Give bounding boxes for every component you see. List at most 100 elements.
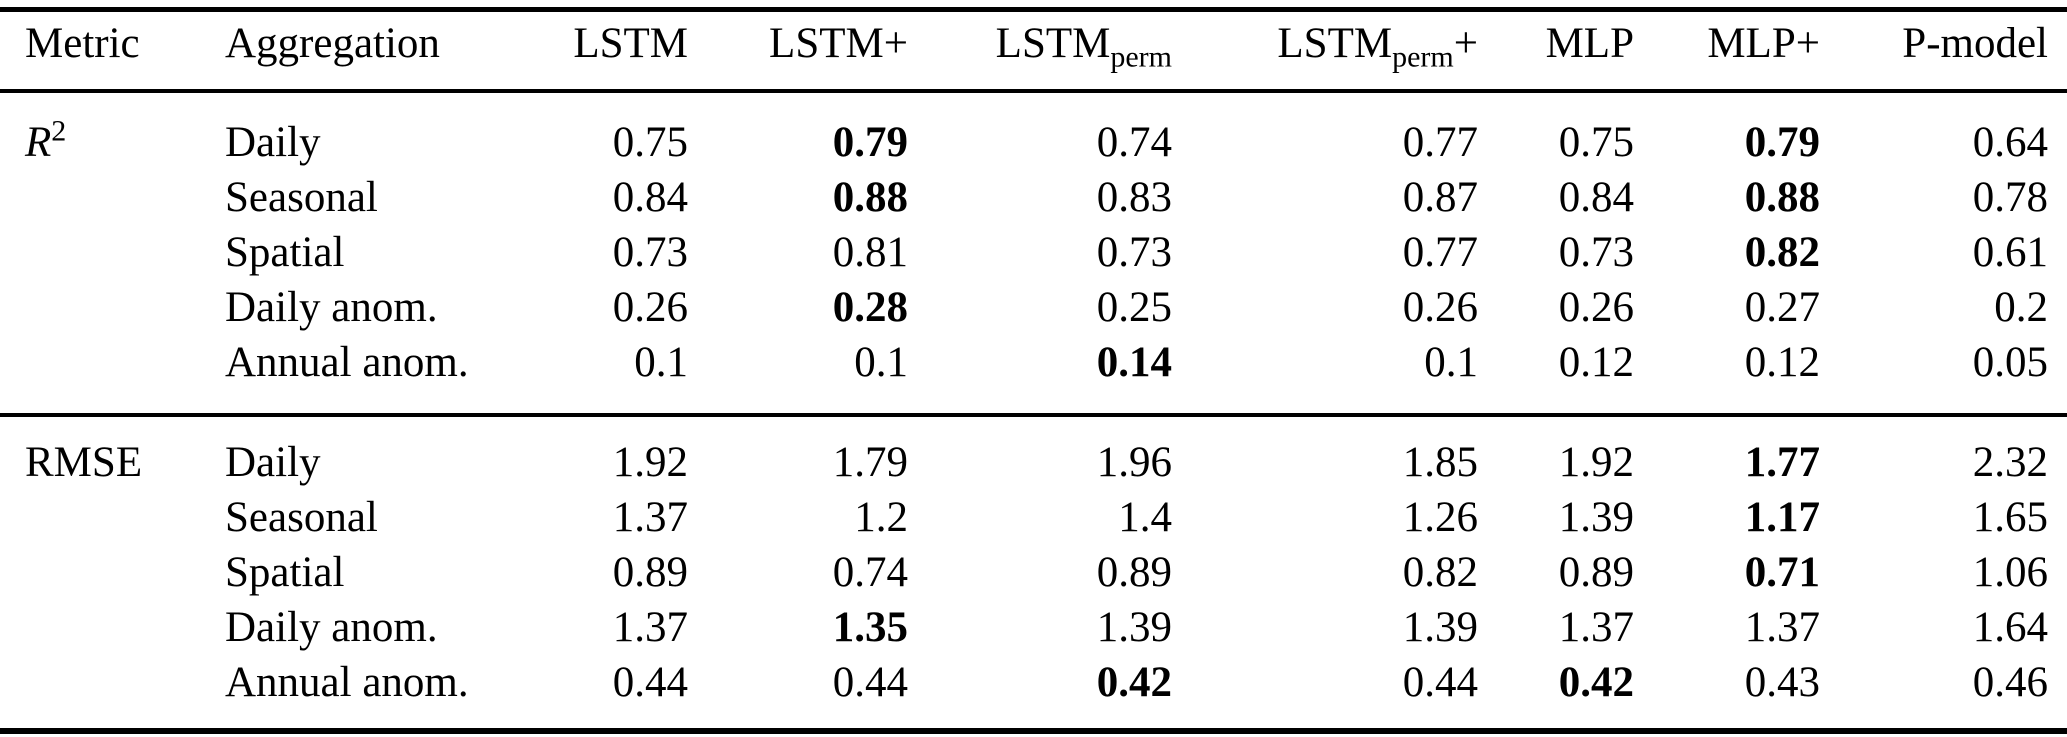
value-cell: 0.73 bbox=[612, 229, 688, 276]
aggregation-cell: Seasonal bbox=[225, 174, 378, 221]
value-cell: 0.44 bbox=[832, 659, 908, 706]
value-cell: 0.77 bbox=[1402, 119, 1478, 166]
aggregation-cell: Daily anom. bbox=[225, 284, 438, 331]
table-row: Seasonal 1.37 1.2 1.4 1.26 1.39 1.17 1.6… bbox=[0, 490, 2067, 545]
table-row: RMSE Daily 1.92 1.79 1.96 1.85 1.92 1.77… bbox=[0, 415, 2067, 490]
metrics-table: Metric Aggregation LSTM LSTM+ LSTMperm L… bbox=[0, 7, 2067, 734]
value-cell: 1.65 bbox=[1972, 494, 2048, 541]
column-header-text: LSTM bbox=[769, 20, 884, 67]
column-header-text: MLP bbox=[1545, 20, 1634, 67]
value-cell: 1.92 bbox=[1558, 439, 1634, 486]
aggregation-cell: Daily anom. bbox=[225, 604, 438, 651]
value-cell: 0.64 bbox=[1972, 119, 2048, 166]
value-cell: 0.88 bbox=[1744, 174, 1820, 221]
value-cell: 0.26 bbox=[1558, 284, 1634, 331]
value-cell: 0.42 bbox=[1096, 659, 1172, 706]
value-cell: 1.96 bbox=[1096, 439, 1172, 486]
column-header-subscript: perm bbox=[1110, 40, 1172, 74]
column-header-suffix: + bbox=[1795, 20, 1820, 67]
table-row: Spatial 0.89 0.74 0.89 0.82 0.89 0.71 1.… bbox=[0, 545, 2067, 600]
column-header-suffix: + bbox=[883, 20, 908, 67]
value-cell: 0.89 bbox=[1558, 549, 1634, 596]
value-cell: 1.39 bbox=[1096, 604, 1172, 651]
value-cell: 0.77 bbox=[1402, 229, 1478, 276]
value-cell: 0.74 bbox=[832, 549, 908, 596]
table-row: Spatial 0.73 0.81 0.73 0.77 0.73 0.82 0.… bbox=[0, 225, 2067, 280]
value-cell: 0.73 bbox=[1096, 229, 1172, 276]
value-cell: 0.05 bbox=[1972, 339, 2048, 386]
column-header-lstm-perm: LSTMperm bbox=[908, 9, 1172, 93]
value-cell: 0.46 bbox=[1972, 659, 2048, 706]
value-cell: 0.2 bbox=[1994, 284, 2048, 331]
column-header-mlp: MLP bbox=[1478, 9, 1634, 93]
value-cell: 0.44 bbox=[612, 659, 688, 706]
column-header-text: P-model bbox=[1902, 20, 2048, 67]
header-row: Metric Aggregation LSTM LSTM+ LSTMperm L… bbox=[0, 9, 2067, 93]
value-cell: 1.37 bbox=[612, 604, 688, 651]
rmse-section: RMSE Daily 1.92 1.79 1.96 1.85 1.92 1.77… bbox=[0, 415, 2067, 731]
aggregation-cell: Spatial bbox=[225, 229, 345, 276]
metric-cell bbox=[0, 490, 225, 545]
aggregation-cell: Spatial bbox=[225, 549, 345, 596]
column-header-text: LSTM bbox=[573, 20, 688, 67]
value-cell: 0.74 bbox=[1096, 119, 1172, 166]
value-cell: 0.42 bbox=[1558, 659, 1634, 706]
metric-cell bbox=[0, 225, 225, 280]
value-cell: 1.37 bbox=[1558, 604, 1634, 651]
aggregation-cell: Daily bbox=[225, 439, 321, 486]
value-cell: 0.25 bbox=[1096, 284, 1172, 331]
column-header-p-model: P-model bbox=[1820, 9, 2067, 93]
value-cell: 0.84 bbox=[612, 174, 688, 221]
value-cell: 1.17 bbox=[1744, 494, 1820, 541]
column-header-mlp-plus: MLP+ bbox=[1634, 9, 1820, 93]
value-cell: 1.37 bbox=[612, 494, 688, 541]
metric-cell bbox=[0, 655, 225, 731]
value-cell: 0.14 bbox=[1096, 339, 1172, 386]
column-header-metric: Metric bbox=[0, 9, 225, 93]
aggregation-cell: Annual anom. bbox=[225, 659, 469, 706]
metric-cell bbox=[0, 280, 225, 335]
value-cell: 0.1 bbox=[1424, 339, 1478, 386]
table-row: R2 Daily 0.75 0.79 0.74 0.77 0.75 0.79 0… bbox=[0, 91, 2067, 170]
value-cell: 0.43 bbox=[1744, 659, 1820, 706]
value-cell: 0.87 bbox=[1402, 174, 1478, 221]
value-cell: 0.82 bbox=[1744, 229, 1820, 276]
r2-section: R2 Daily 0.75 0.79 0.74 0.77 0.75 0.79 0… bbox=[0, 91, 2067, 415]
value-cell: 0.79 bbox=[1744, 119, 1820, 166]
table-row: Daily anom. 1.37 1.35 1.39 1.39 1.37 1.3… bbox=[0, 600, 2067, 655]
metric-cell bbox=[0, 545, 225, 600]
value-cell: 0.89 bbox=[1096, 549, 1172, 596]
value-cell: 0.1 bbox=[634, 339, 688, 386]
metric-cell: R2 bbox=[0, 91, 225, 170]
column-header-aggregation: Aggregation bbox=[225, 9, 555, 93]
value-cell: 0.73 bbox=[1558, 229, 1634, 276]
aggregation-cell: Daily bbox=[225, 119, 321, 166]
column-header-text: LSTM bbox=[1277, 20, 1393, 67]
value-cell: 0.1 bbox=[854, 339, 908, 386]
column-header-suffix: + bbox=[1453, 20, 1478, 67]
value-cell: 1.4 bbox=[1118, 494, 1172, 541]
column-header-text: MLP bbox=[1707, 20, 1796, 67]
value-cell: 1.92 bbox=[612, 439, 688, 486]
metric-label: R bbox=[25, 119, 52, 166]
value-cell: 0.89 bbox=[612, 549, 688, 596]
value-cell: 0.81 bbox=[832, 229, 908, 276]
column-header-lstm: LSTM bbox=[555, 9, 688, 93]
metric-cell bbox=[0, 335, 225, 415]
column-header-lstm-plus: LSTM+ bbox=[688, 9, 908, 93]
value-cell: 0.28 bbox=[832, 284, 908, 331]
table-row: Daily anom. 0.26 0.28 0.25 0.26 0.26 0.2… bbox=[0, 280, 2067, 335]
value-cell: 0.79 bbox=[832, 119, 908, 166]
value-cell: 0.84 bbox=[1558, 174, 1634, 221]
metric-cell: RMSE bbox=[0, 415, 225, 490]
value-cell: 0.71 bbox=[1744, 549, 1820, 596]
value-cell: 1.77 bbox=[1744, 439, 1820, 486]
value-cell: 0.78 bbox=[1972, 174, 2048, 221]
metric-cell bbox=[0, 600, 225, 655]
column-header-text: Aggregation bbox=[225, 20, 440, 67]
table-row: Annual anom. 0.1 0.1 0.14 0.1 0.12 0.12 … bbox=[0, 335, 2067, 415]
value-cell: 1.2 bbox=[854, 494, 908, 541]
value-cell: 0.26 bbox=[1402, 284, 1478, 331]
value-cell: 0.12 bbox=[1558, 339, 1634, 386]
value-cell: 0.44 bbox=[1402, 659, 1478, 706]
